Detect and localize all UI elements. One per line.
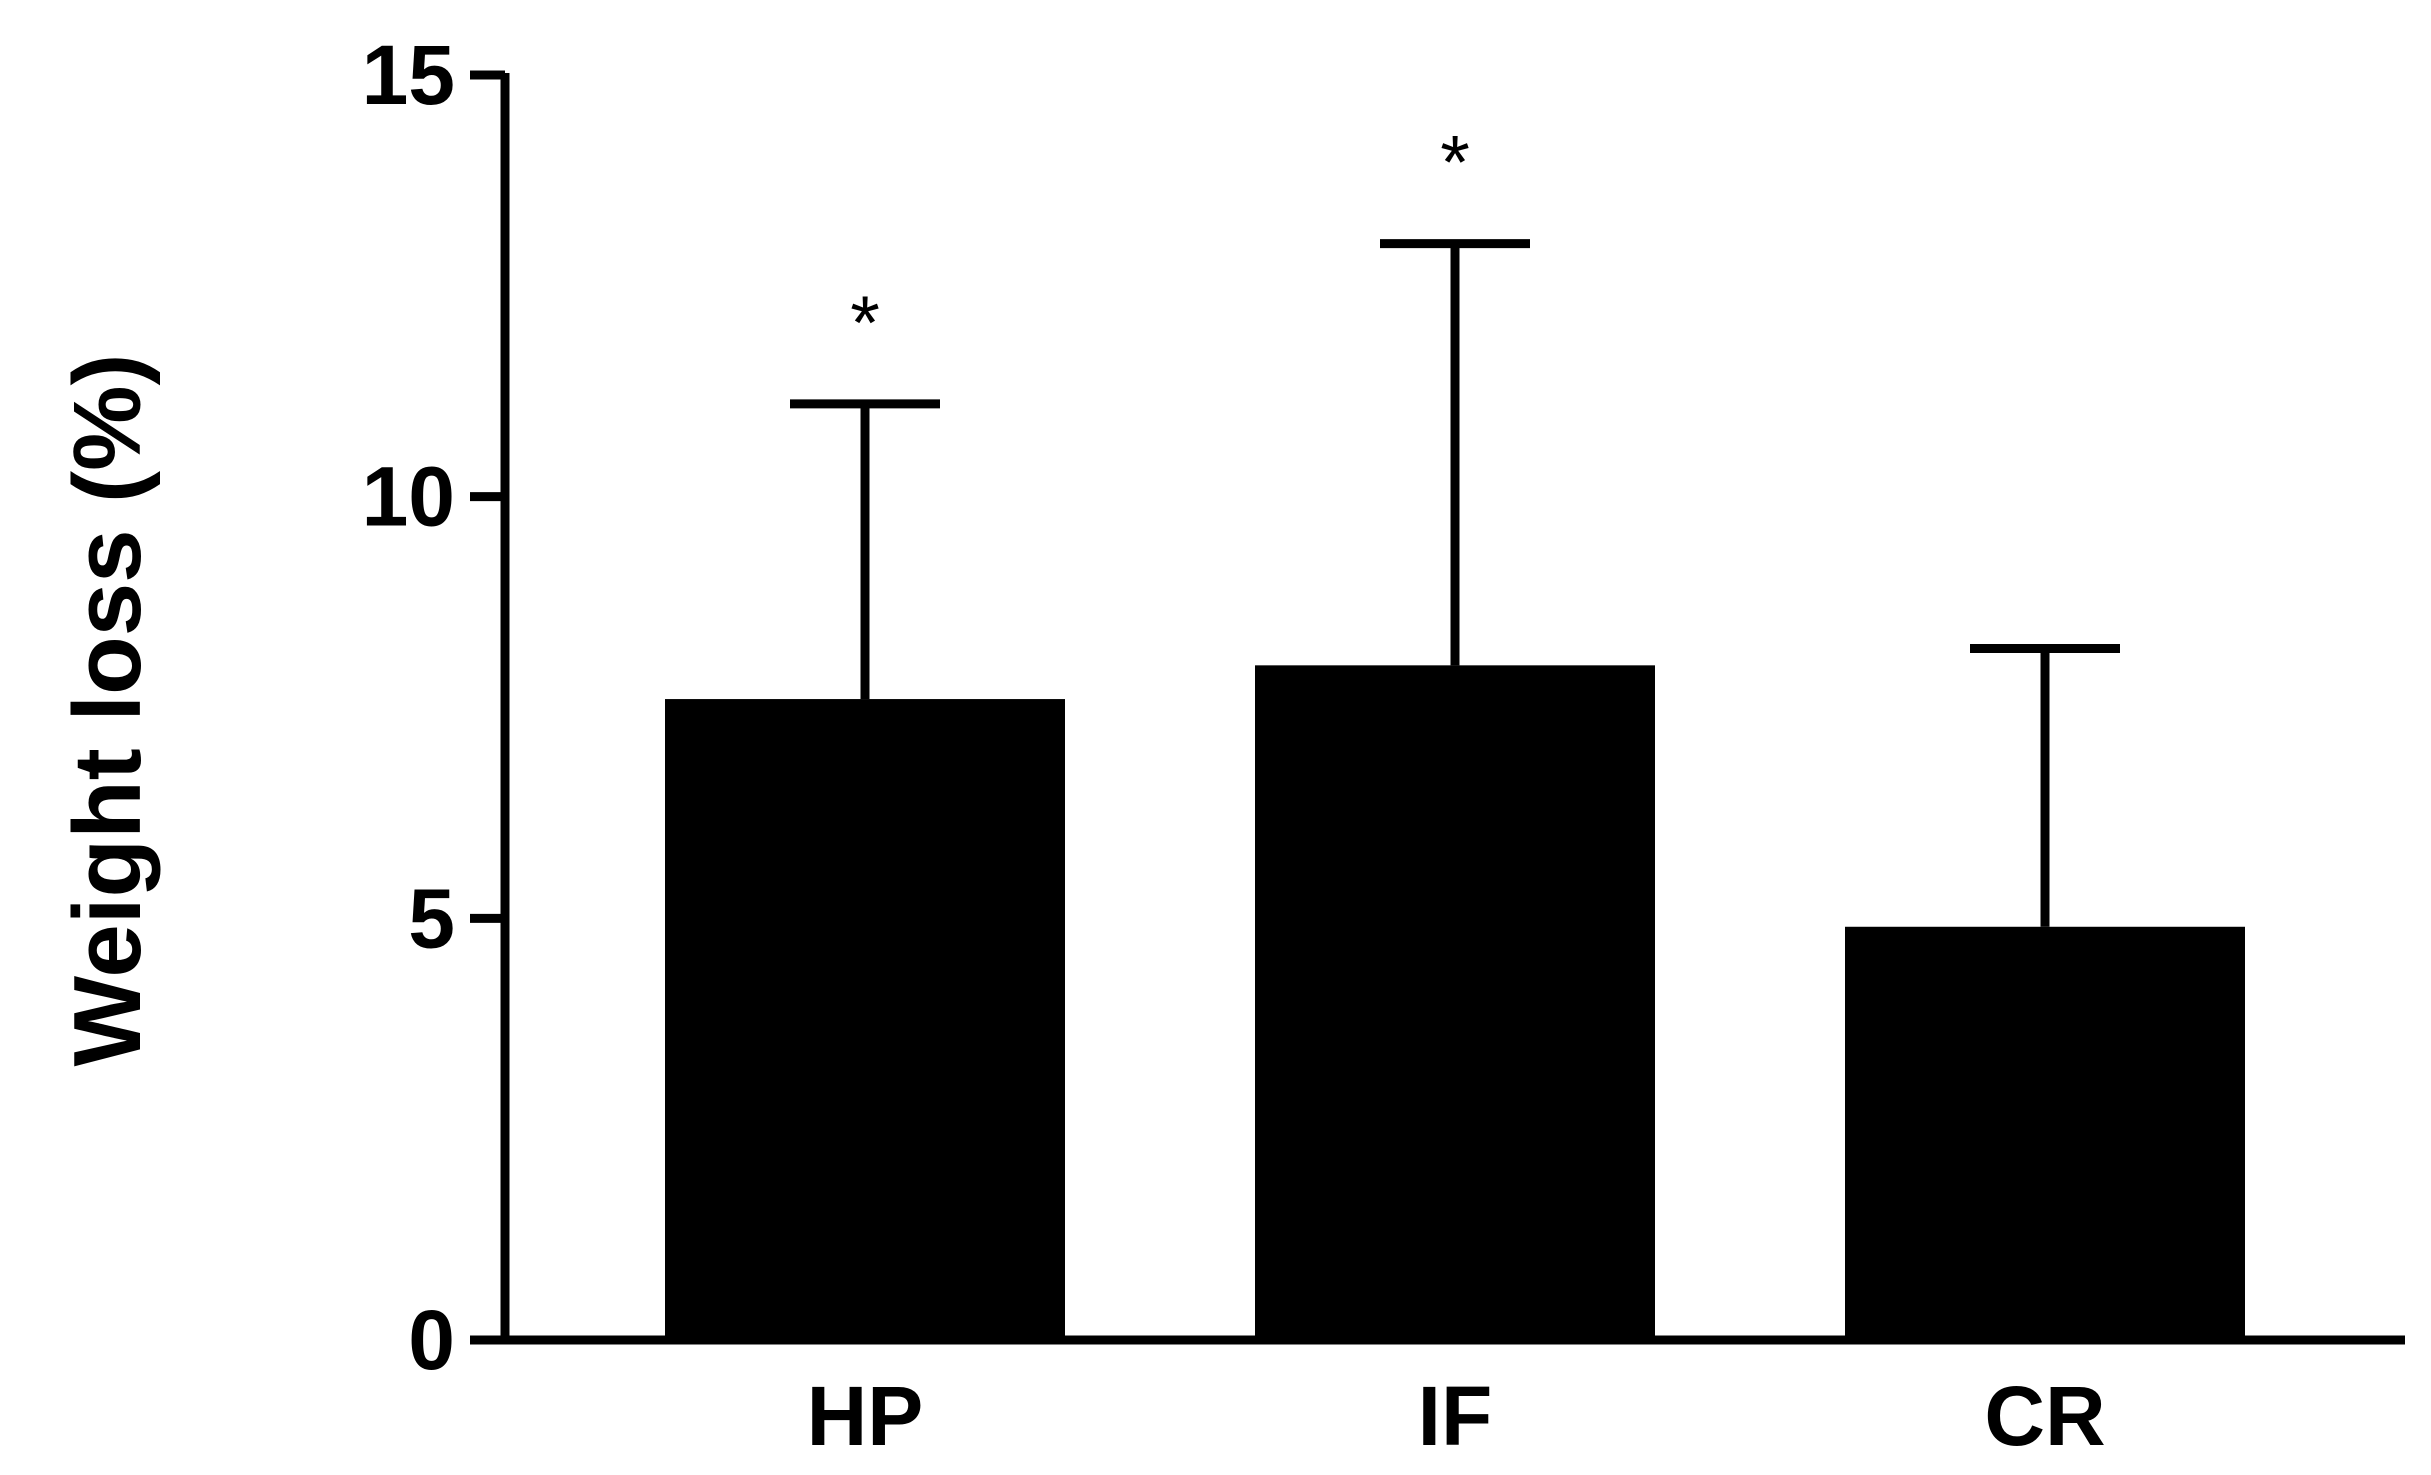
significance-marker: * xyxy=(850,281,880,366)
y-tick-label: 5 xyxy=(408,871,455,965)
significance-marker: * xyxy=(1440,121,1470,206)
bar xyxy=(665,699,1065,1340)
x-tick-label: IF xyxy=(1418,1369,1493,1463)
x-tick-label: HP xyxy=(807,1369,924,1463)
y-tick-label: 15 xyxy=(362,28,455,122)
bar xyxy=(1845,926,2245,1340)
y-tick-label: 0 xyxy=(408,1293,455,1387)
y-axis-label: Weight loss (%) xyxy=(54,354,161,1067)
y-axis-label-group: Weight loss (%) xyxy=(54,354,161,1067)
bar xyxy=(1255,665,1655,1340)
chart-marks: 0 5 10 15 * HP * IF CR xyxy=(362,28,2405,1463)
x-tick-label: CR xyxy=(1984,1369,2105,1463)
y-tick-label: 10 xyxy=(362,450,455,544)
